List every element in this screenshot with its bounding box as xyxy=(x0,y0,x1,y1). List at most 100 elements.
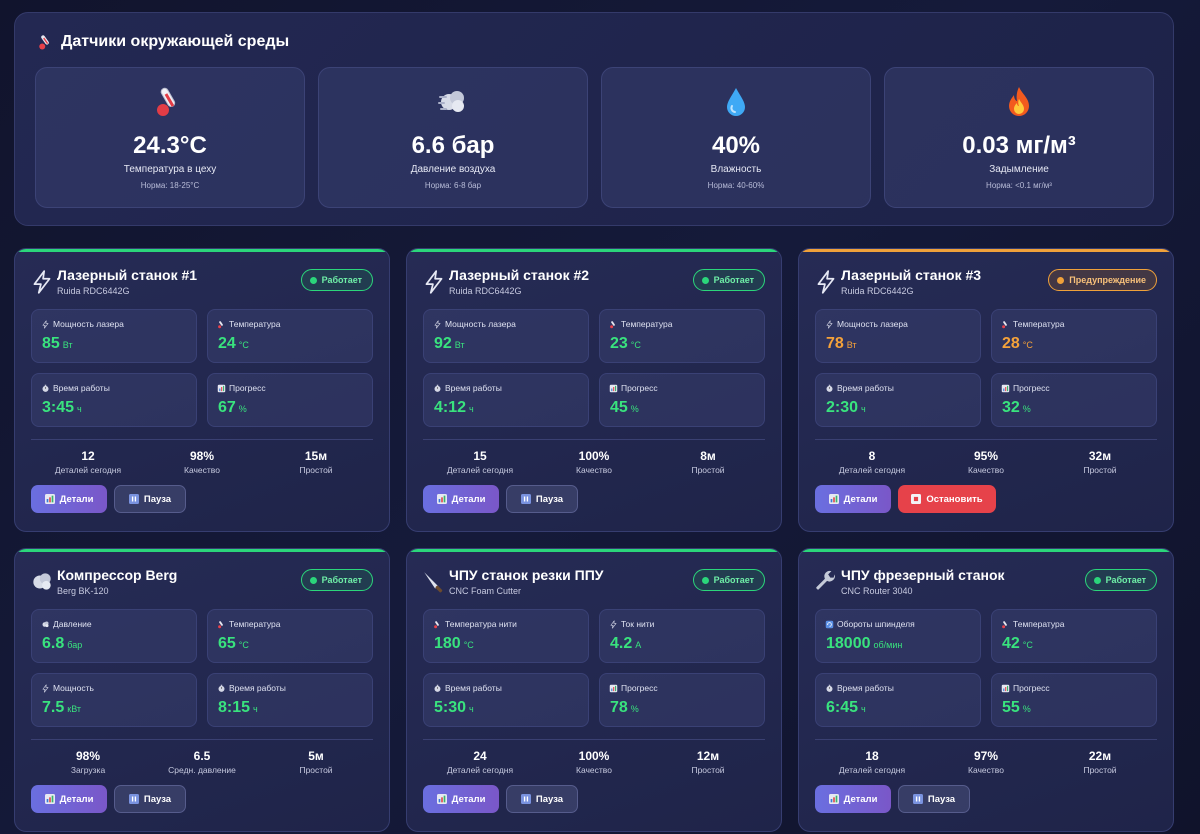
metric-unit: °C xyxy=(238,340,249,350)
pause-button-label: Пауза xyxy=(927,793,956,805)
metric-tile: Прогресс 32% xyxy=(991,373,1157,427)
stat-item: 32м Простой xyxy=(1043,449,1157,475)
status-dot xyxy=(309,276,317,284)
metric-value: 32 xyxy=(1002,399,1020,416)
pause-button[interactable]: Пауза xyxy=(898,785,970,813)
metric-tile: Прогресс 45% xyxy=(599,373,765,427)
metric-unit: ч xyxy=(77,404,82,414)
metric-value: 92 xyxy=(434,335,452,352)
divider xyxy=(423,439,765,440)
status-badge: Работает xyxy=(692,269,765,291)
lightning-icon xyxy=(433,319,442,329)
details-button[interactable]: Детали xyxy=(815,785,891,813)
metric-value: 18000 xyxy=(826,635,871,652)
details-button-label: Детали xyxy=(451,493,486,505)
pause-button[interactable]: Пауза xyxy=(506,785,578,813)
status-dot xyxy=(309,576,317,584)
machine-model: Ruida RDC6442G xyxy=(449,286,522,296)
pause-icon xyxy=(520,794,531,804)
details-button[interactable]: Детали xyxy=(815,485,891,513)
stat-value: 18 xyxy=(865,749,879,763)
pause-icon xyxy=(128,494,139,504)
stop-button-label: Остановить xyxy=(926,493,983,505)
stat-value: 22м xyxy=(1088,749,1112,763)
metric-value: 24 xyxy=(218,335,236,352)
pause-button[interactable]: Пауза xyxy=(114,785,186,813)
metric-unit: бар xyxy=(67,640,83,650)
chart-icon xyxy=(436,494,447,504)
env-label-smoke: Задымление xyxy=(989,164,1049,175)
metric-label: Прогресс xyxy=(1013,383,1050,393)
stat-item: 15 Деталей сегодня xyxy=(423,449,537,475)
metric-unit: ч xyxy=(861,704,866,714)
env-value-humidity: 40% xyxy=(711,132,761,159)
metric-label: Температура xyxy=(229,319,281,329)
machine-card: Лазерный станок #3 Ruida RDC6442G Предупре… xyxy=(798,248,1174,532)
env-value-smoke: 0.03 мг/м³ xyxy=(962,132,1076,159)
stat-item: 22м Простой xyxy=(1043,749,1157,775)
metric-value: 65 xyxy=(218,635,236,652)
metric-label: Мощность xyxy=(53,683,94,693)
stat-label: Простой xyxy=(299,465,333,475)
pause-icon xyxy=(128,794,139,804)
metric-label: Прогресс xyxy=(621,383,658,393)
stat-item: 6.5 Средн. давление xyxy=(145,749,259,775)
machine-model: Ruida RDC6442G xyxy=(57,286,130,296)
stat-item: 100% Качество xyxy=(537,749,651,775)
status-badge: Работает xyxy=(1084,569,1157,591)
metric-tile: Время работы 4:12 ч xyxy=(423,373,589,427)
details-button[interactable]: Детали xyxy=(31,485,107,513)
thermometer-icon xyxy=(157,87,176,116)
wind-icon xyxy=(41,620,50,629)
details-button-label: Детали xyxy=(843,493,878,505)
metric-unit: А xyxy=(635,640,642,650)
machine-card: ЧПУ станок резки ППУ CNC Foam Cutter Работ… xyxy=(406,548,782,832)
lightning-icon xyxy=(29,269,55,295)
pause-button-label: Пауза xyxy=(143,493,172,505)
chart-icon xyxy=(609,384,618,393)
metric-tile: Прогресс 78% xyxy=(599,673,765,727)
details-button-label: Детали xyxy=(843,793,878,805)
environment-panel: Датчики окружающей среды 24.3°C Температ… xyxy=(14,12,1174,226)
details-button[interactable]: Детали xyxy=(423,485,499,513)
chart-icon xyxy=(609,684,618,693)
thermometer-icon xyxy=(609,320,618,329)
details-button-label: Детали xyxy=(59,493,94,505)
metric-label: Время работы xyxy=(53,383,110,393)
chart-icon xyxy=(1001,684,1010,693)
details-button[interactable]: Детали xyxy=(423,785,499,813)
metric-label: Прогресс xyxy=(1013,683,1050,693)
metric-label: Время работы xyxy=(445,683,502,693)
stat-item: 97% Качество xyxy=(929,749,1043,775)
stat-item: 15м Простой xyxy=(259,449,373,475)
metric-label: Прогресс xyxy=(621,683,658,693)
metric-label: Температура нити xyxy=(445,619,517,629)
thermometer-icon xyxy=(1001,620,1010,629)
status-badge: Предупреждение xyxy=(1048,269,1157,291)
pause-button[interactable]: Пауза xyxy=(506,485,578,513)
stop-button[interactable]: Остановить xyxy=(898,485,996,513)
details-button[interactable]: Детали xyxy=(31,785,107,813)
stat-item: 98% Качество xyxy=(145,449,259,475)
metric-unit: °C xyxy=(630,340,641,350)
metric-value: 78 xyxy=(610,699,628,716)
status-badge: Работает xyxy=(300,569,373,591)
env-label-pressure: Давление воздуха xyxy=(410,164,496,175)
lightning-icon xyxy=(41,683,50,693)
status-bar xyxy=(15,549,389,552)
stopwatch-icon xyxy=(217,684,226,693)
stat-item: 18 Деталей сегодня xyxy=(815,749,929,775)
status-text: Работает xyxy=(713,575,754,585)
stat-label: Деталей сегодня xyxy=(446,765,514,775)
stat-label: Деталей сегодня xyxy=(54,465,122,475)
stat-value: 95% xyxy=(973,449,999,463)
pause-button-label: Пауза xyxy=(535,493,564,505)
metric-unit: кВт xyxy=(67,704,82,714)
pause-button[interactable]: Пауза xyxy=(114,485,186,513)
status-text: Работает xyxy=(1105,575,1146,585)
divider xyxy=(31,439,373,440)
metric-unit: °C xyxy=(238,640,249,650)
stat-item: 24 Деталей сегодня xyxy=(423,749,537,775)
status-bar xyxy=(799,549,1173,552)
stat-item: 12м Простой xyxy=(651,749,765,775)
